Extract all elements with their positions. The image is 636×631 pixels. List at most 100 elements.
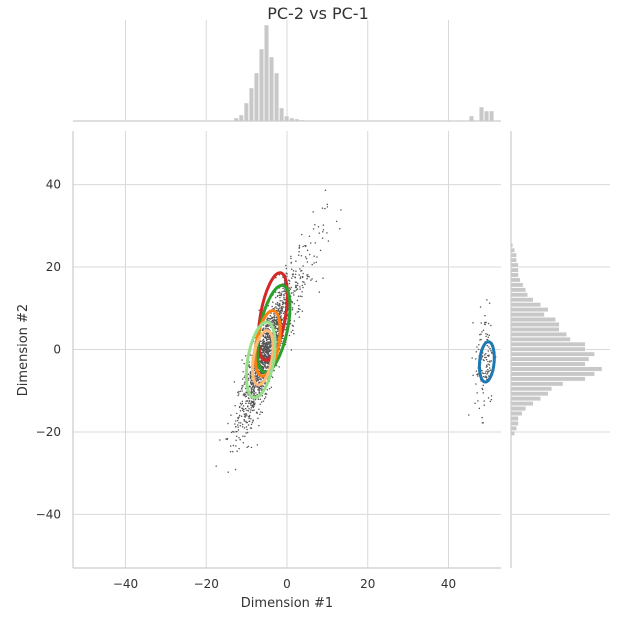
scatter-point xyxy=(261,342,263,345)
top-histogram-bar xyxy=(269,56,274,122)
scatter-point xyxy=(468,414,470,416)
scatter-point xyxy=(241,390,243,392)
scatter-point xyxy=(238,414,241,417)
scatter-point xyxy=(249,375,252,378)
scatter-point xyxy=(250,446,253,449)
scatter-point xyxy=(250,392,253,394)
scatter-point xyxy=(289,288,292,290)
scatter-point xyxy=(239,424,242,427)
scatter-point xyxy=(481,372,484,374)
scatter-point xyxy=(293,294,295,296)
scatter-point xyxy=(490,360,493,362)
scatter-point xyxy=(471,357,473,359)
scatter-point xyxy=(302,245,304,248)
scatter-point xyxy=(487,354,489,357)
scatter-point xyxy=(276,334,279,337)
scatter-point xyxy=(243,362,245,365)
scatter-point xyxy=(266,323,269,326)
scatter-point xyxy=(253,405,255,407)
scatter-point xyxy=(484,372,487,374)
scatter-point xyxy=(250,423,253,426)
scatter-point xyxy=(239,390,242,392)
scatter-point xyxy=(281,291,283,293)
scatter-point xyxy=(266,334,269,337)
scatter-point xyxy=(245,391,247,393)
scatter-point xyxy=(477,400,479,402)
scatter-point xyxy=(253,402,256,404)
right-histogram-bar xyxy=(510,341,586,347)
scatter-point xyxy=(281,300,283,302)
scatter-point xyxy=(245,402,247,405)
scatter-point xyxy=(290,286,292,289)
scatter-point xyxy=(273,318,276,320)
scatter-point xyxy=(246,400,249,402)
scatter-point xyxy=(251,404,254,407)
scatter-point xyxy=(480,333,482,335)
scatter-point xyxy=(245,395,248,398)
right-histogram-bar xyxy=(510,317,556,322)
scatter-point xyxy=(248,365,251,368)
scatter-point xyxy=(290,349,293,351)
scatter-point xyxy=(248,399,251,402)
scatter-point xyxy=(280,312,283,314)
scatter-point xyxy=(234,468,237,471)
scatter-point xyxy=(266,345,269,347)
scatter-point xyxy=(298,244,301,247)
scatter-point xyxy=(261,377,263,379)
top-histogram-bar xyxy=(259,48,264,122)
scatter-point xyxy=(288,282,291,285)
scatter-point xyxy=(251,409,254,412)
scatter-point xyxy=(306,261,309,263)
scatter-point xyxy=(490,351,493,353)
scatter-point xyxy=(252,419,254,421)
scatter-point xyxy=(274,322,276,325)
scatter-point xyxy=(490,324,492,327)
scatter-point xyxy=(243,394,246,397)
right-histogram-bar xyxy=(510,277,521,283)
scatter-point xyxy=(246,415,248,417)
top-histogram-bar xyxy=(264,24,269,122)
y-axis-label: Dimension #2 xyxy=(16,304,31,396)
scatter-point xyxy=(238,393,240,395)
scatter-point xyxy=(297,308,300,310)
scatter-point xyxy=(249,372,252,375)
scatter-point xyxy=(263,355,266,358)
scatter-point xyxy=(262,363,265,366)
scatter-point xyxy=(282,312,285,315)
scatter-point xyxy=(243,376,246,379)
scatter-point xyxy=(290,268,293,270)
scatter-point xyxy=(474,358,477,360)
scatter-point xyxy=(215,465,217,467)
scatter-point xyxy=(262,400,265,402)
scatter-point xyxy=(278,294,281,297)
scatter-point xyxy=(276,294,279,297)
scatter-point xyxy=(267,317,270,320)
scatter-point xyxy=(248,407,250,410)
scatter-point xyxy=(251,382,253,384)
scatter-point xyxy=(245,432,247,434)
scatter-point xyxy=(235,445,237,447)
scatter-point xyxy=(302,265,304,267)
scatter-point xyxy=(476,346,478,348)
scatter-point xyxy=(260,401,263,403)
scatter-point xyxy=(489,360,491,362)
scatter-point xyxy=(316,256,318,258)
scatter-point xyxy=(277,330,279,332)
scatter-point xyxy=(267,341,269,343)
scatter-point xyxy=(275,331,278,334)
scatter-point xyxy=(261,361,264,363)
scatter-point xyxy=(284,290,286,292)
scatter-point xyxy=(313,262,315,264)
scatter-point xyxy=(310,279,312,281)
scatter-point xyxy=(276,303,278,305)
scatter-point xyxy=(261,395,264,397)
scatter-point xyxy=(263,342,266,345)
scatter-point xyxy=(266,350,269,352)
top-histogram-bar xyxy=(469,115,474,122)
scatter-point xyxy=(474,402,476,405)
scatter-point xyxy=(279,309,282,312)
scatter-point xyxy=(339,227,341,230)
scatter-point xyxy=(265,336,267,339)
right-histogram-bar xyxy=(510,272,519,278)
scatter-point xyxy=(244,355,247,357)
